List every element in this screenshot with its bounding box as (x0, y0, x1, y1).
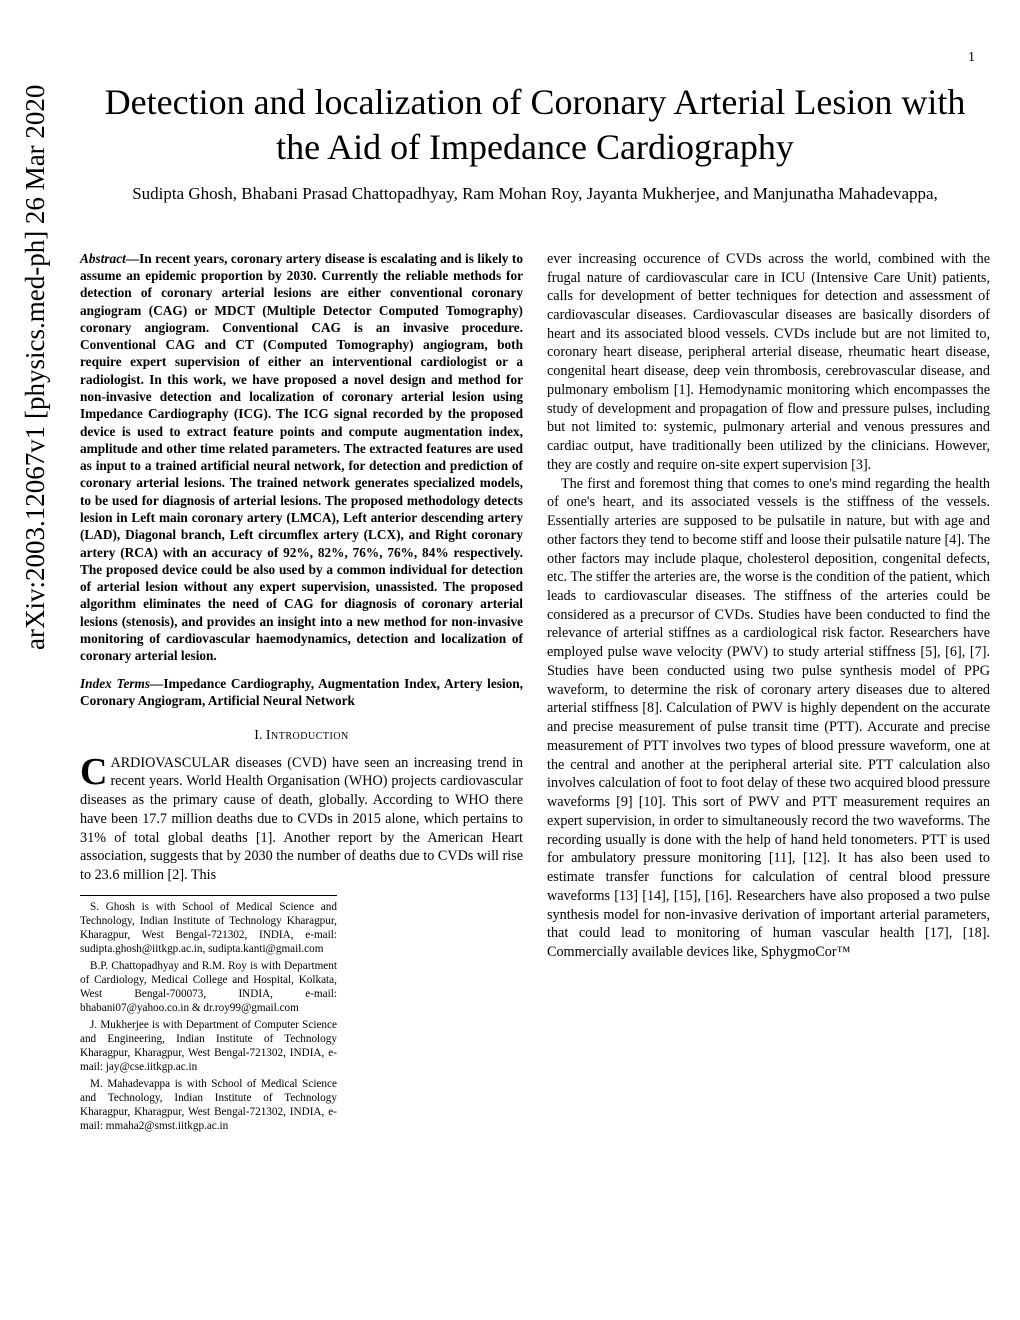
two-column-body: Abstract—In recent years, coronary arter… (80, 250, 990, 1133)
section-number: I. (254, 728, 262, 743)
arxiv-identifier: arXiv:2003.12067v1 [physics.med-ph] 26 M… (20, 85, 51, 650)
abstract-label: Abstract (80, 251, 126, 266)
dropcap-letter: C (80, 754, 110, 788)
column-2-body: ever increasing occurence of CVDs across… (547, 250, 990, 962)
footnote-4: M. Mahadevappa is with School of Medical… (80, 1077, 337, 1133)
body-paragraph-col2-2: The first and foremost thing that comes … (547, 475, 990, 962)
section-heading-intro: I. Introduction (80, 727, 523, 745)
page-container: Detection and localization of Coronary A… (80, 40, 990, 1133)
footnote-2: B.P. Chattopadhyay and R.M. Roy is with … (80, 959, 337, 1015)
abstract-text: —In recent years, coronary artery diseas… (80, 251, 523, 663)
paper-title: Detection and localization of Coronary A… (80, 80, 990, 170)
body-paragraph-col2-1: ever increasing occurence of CVDs across… (547, 250, 990, 475)
abstract-block: Abstract—In recent years, coronary arter… (80, 250, 523, 665)
intro-paragraph-1: CARDIOVASCULAR diseases (CVD) have seen … (80, 754, 523, 885)
footnote-1: S. Ghosh is with School of Medical Scien… (80, 900, 337, 956)
section-title: Introduction (266, 728, 349, 743)
intro-text-1: ARDIOVASCULAR diseases (CVD) have seen a… (80, 755, 523, 883)
index-terms-block: Index Terms—Impedance Cardiography, Augm… (80, 675, 523, 710)
footnote-3: J. Mukherjee is with Department of Compu… (80, 1018, 337, 1074)
index-terms-label: Index Terms (80, 676, 150, 691)
author-list: Sudipta Ghosh, Bhabani Prasad Chattopadh… (80, 182, 990, 206)
author-footnotes: S. Ghosh is with School of Medical Scien… (80, 895, 337, 1133)
